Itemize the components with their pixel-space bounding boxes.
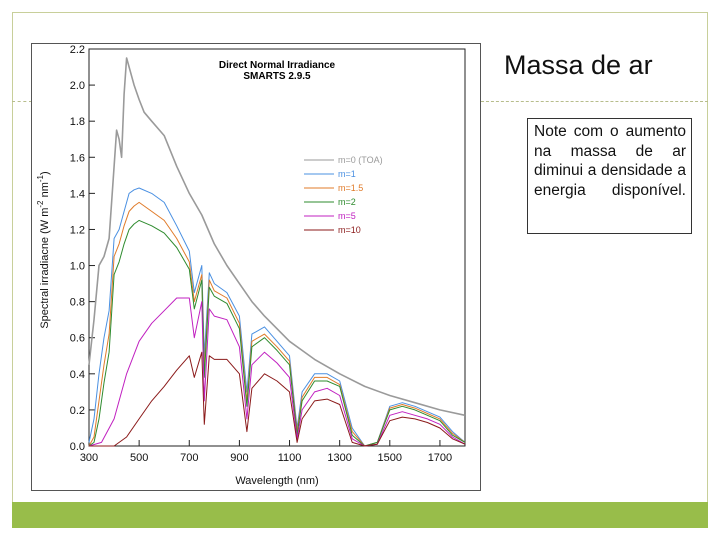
series-line-1 bbox=[88, 187, 466, 447]
plot-area bbox=[88, 48, 466, 447]
legend-label: m=10 bbox=[338, 225, 361, 235]
x-tick-label: 1300 bbox=[327, 452, 351, 464]
y-tick-label: 0.0 bbox=[70, 441, 85, 453]
y-tick-label: 0.8 bbox=[70, 297, 85, 309]
y-tick-label: 2.2 bbox=[70, 44, 85, 56]
y-axis-label-sup2: -1 bbox=[36, 174, 45, 182]
legend-label: m=1.5 bbox=[338, 183, 363, 193]
note-text: Note com o aumento na massa de ar diminu… bbox=[534, 123, 686, 199]
y-tick-label: 0.6 bbox=[70, 333, 85, 345]
y-tick-label: 0.4 bbox=[70, 369, 85, 381]
chart-title: Direct Normal Irradiance bbox=[219, 60, 336, 71]
series-line-3 bbox=[88, 219, 466, 447]
y-tick-label: 0.2 bbox=[70, 405, 85, 417]
irradiance-chart: Direct Normal Irradiance SMARTS 2.9.5 30… bbox=[36, 44, 466, 487]
y-tick-label: 1.6 bbox=[70, 152, 85, 164]
y-axis-label-part3: ) bbox=[39, 171, 51, 175]
legend-label: m=2 bbox=[338, 197, 356, 207]
x-tick-label: 1500 bbox=[378, 452, 402, 464]
legend-label: m=1 bbox=[338, 169, 356, 179]
series-lines bbox=[88, 57, 466, 447]
y-axis-label-sup1: -2 bbox=[36, 200, 45, 208]
series-line-5 bbox=[89, 351, 466, 447]
x-tick-label: 900 bbox=[230, 452, 248, 464]
y-tick-label: 1.0 bbox=[70, 261, 85, 273]
footer-accent-bar bbox=[12, 502, 708, 528]
y-tick-label: 1.4 bbox=[70, 188, 85, 200]
y-tick-label: 1.2 bbox=[70, 224, 85, 236]
x-tick-label: 300 bbox=[80, 452, 98, 464]
y-tick-label: 1.8 bbox=[70, 116, 85, 128]
series-line-0 bbox=[88, 57, 466, 417]
y-axis-label-part1: Spectral irradiacne (W m bbox=[39, 208, 51, 329]
x-tick-label: 1100 bbox=[278, 452, 302, 464]
title-divider-right bbox=[481, 101, 708, 102]
y-axis-label: Spectral irradiacne (W m-2 nm-1) bbox=[36, 171, 51, 328]
y-axis-ticks: 0.0 0.2 0.4 0.6 0.8 1.0 1.2 1.4 1.6 1.8 2.0 2.2 bbox=[70, 44, 95, 453]
x-tick-label: 1700 bbox=[428, 452, 452, 464]
x-tick-label: 700 bbox=[180, 452, 198, 464]
legend-label: m=5 bbox=[338, 211, 356, 221]
legend-label: m=0 (TOA) bbox=[338, 155, 383, 165]
y-tick-label: 2.0 bbox=[70, 80, 85, 92]
title-divider-left bbox=[12, 101, 32, 102]
x-axis-label: Wavelength (nm) bbox=[235, 475, 318, 487]
legend: m=0 (TOA) m=1 m=1.5 m=2 m=5 m=10 bbox=[304, 155, 383, 235]
note-text-box[interactable]: Note com o aumento na massa de ar diminu… bbox=[527, 118, 692, 234]
slide-title: Massa de ar bbox=[504, 50, 653, 80]
x-axis-ticks: 300 500 700 900 1100 1300 1500 1700 bbox=[80, 440, 452, 464]
chart-subtitle: SMARTS 2.9.5 bbox=[243, 71, 311, 82]
y-axis-label-part2: nm bbox=[39, 182, 51, 200]
x-tick-label: 500 bbox=[130, 452, 148, 464]
chart-panel: Direct Normal Irradiance SMARTS 2.9.5 30… bbox=[31, 43, 481, 491]
series-line-4 bbox=[88, 297, 466, 447]
